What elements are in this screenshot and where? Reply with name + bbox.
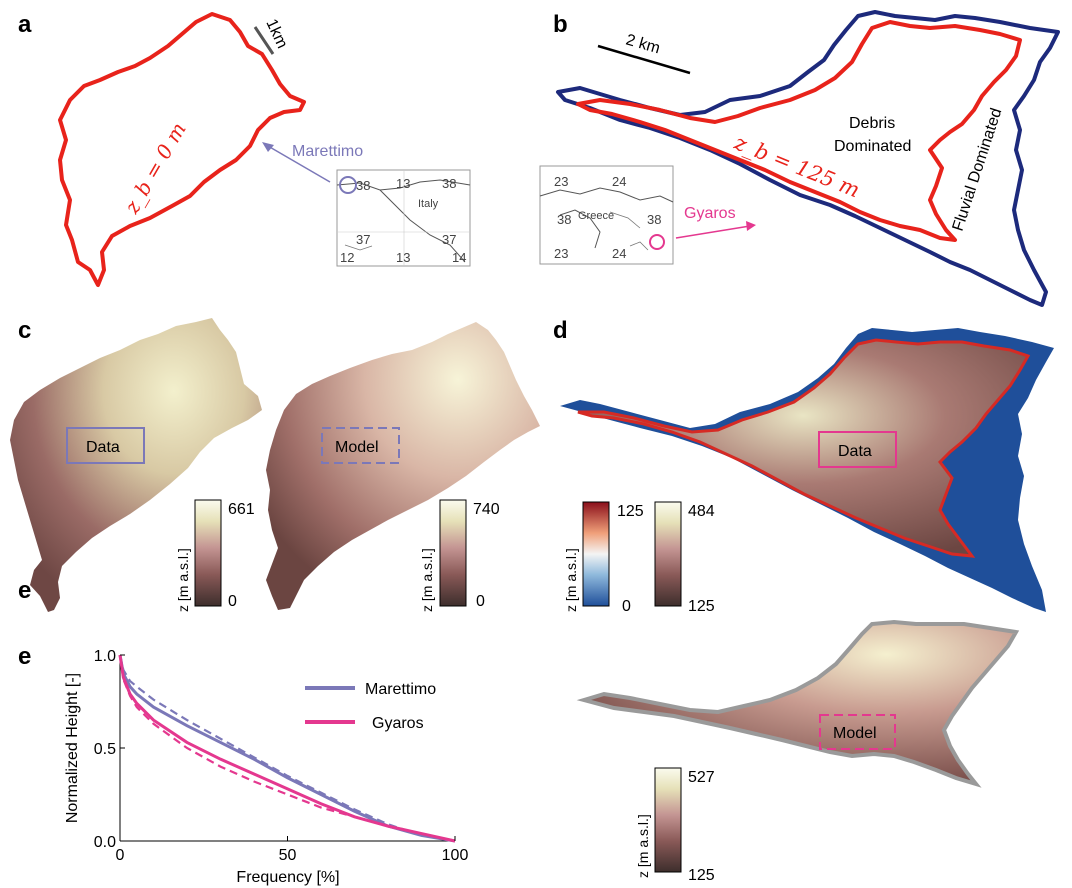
series-line-marettimo-model bbox=[118, 654, 456, 843]
panel-label-c: c bbox=[18, 317, 31, 344]
marettimo-dem-data bbox=[10, 318, 262, 612]
panel-label-e-dup: e bbox=[18, 577, 31, 604]
gyaros-dem-data bbox=[577, 338, 1031, 558]
panel-label-e: e bbox=[18, 643, 31, 670]
x-axis-label: Frequency [%] bbox=[236, 869, 339, 886]
inset-tick: 24 bbox=[612, 246, 626, 261]
panel-label-a: a bbox=[18, 11, 32, 38]
scale-bar-2km bbox=[597, 44, 691, 75]
data-box-c bbox=[66, 427, 145, 464]
y-tick-label: 0.5 bbox=[94, 741, 116, 758]
inset-tick: 38 bbox=[442, 176, 456, 191]
model-box-label-d: Model bbox=[833, 725, 877, 742]
arrow-marettimo bbox=[267, 145, 331, 183]
gyaros-inner-contour bbox=[576, 20, 1022, 242]
colorbar-c2-label: z [m a.s.l.] bbox=[419, 548, 435, 612]
model-box-label-c: Model bbox=[335, 439, 379, 456]
colorbar-c1-max: 661 bbox=[228, 501, 255, 518]
inset-map-greece: 23 24 38 Greece 38 23 24 bbox=[539, 165, 674, 265]
panel-a: 1km z_b = 0 m Marettimo 38 13 38 Italy 3… bbox=[58, 12, 471, 287]
colorbar-d-bluered-max: 125 bbox=[617, 503, 644, 520]
colorbar-d-bluered-label: z [m a.s.l.] bbox=[563, 548, 579, 612]
inset-tick: 13 bbox=[396, 250, 410, 265]
inset-country-greece: Greece bbox=[578, 210, 614, 222]
inset-tick: 37 bbox=[356, 232, 370, 247]
data-box-label-d: Data bbox=[838, 443, 872, 460]
inset-tick: 23 bbox=[554, 174, 568, 189]
colorbar-c1-min: 0 bbox=[228, 593, 237, 610]
colorbar-d-bluered bbox=[582, 501, 610, 607]
island-name-marettimo: Marettimo bbox=[292, 143, 363, 160]
colorbar-c2-max: 740 bbox=[473, 501, 500, 518]
inset-tick: 14 bbox=[452, 250, 466, 265]
colorbar-d-terrain-max: 484 bbox=[688, 503, 715, 520]
data-box-label-c: Data bbox=[86, 439, 120, 456]
panel-label-b: b bbox=[553, 11, 568, 38]
y-axis-label: Normalized Height [-] bbox=[64, 673, 81, 823]
arrow-head-marettimo bbox=[262, 142, 274, 152]
inset-tick: 38 bbox=[647, 212, 661, 227]
legend: Marettimo Gyaros bbox=[305, 681, 436, 732]
y-tick-label: 1.0 bbox=[94, 648, 116, 665]
x-tick-label: 0 bbox=[116, 847, 125, 864]
inset-tick: 37 bbox=[442, 232, 456, 247]
region-debris-line1: Debris bbox=[849, 115, 895, 132]
colorbar-d-model-min: 125 bbox=[688, 867, 715, 884]
gyaros-outer-contour bbox=[556, 10, 1060, 307]
colorbar-d-terrain bbox=[654, 501, 682, 607]
inset-tick: 24 bbox=[612, 174, 626, 189]
data-box-d bbox=[818, 431, 897, 468]
inset-marker-marettimo bbox=[339, 176, 357, 194]
panel-b: 2 km z_b = 125 m Debris Dominated Fluvia… bbox=[539, 10, 1060, 307]
scale-bar-1km bbox=[253, 26, 275, 55]
colorbar-c2 bbox=[439, 499, 467, 607]
colorbar-d-model-max: 527 bbox=[688, 769, 715, 786]
inset-map-italy: 38 13 38 Italy 37 37 12 13 14 bbox=[336, 169, 471, 267]
inset-tick: 12 bbox=[340, 250, 354, 265]
colorbar-c2-min: 0 bbox=[476, 593, 485, 610]
island-name-gyaros: Gyaros bbox=[684, 205, 736, 222]
colorbar-c1 bbox=[194, 499, 222, 607]
inset-country-italy: Italy bbox=[418, 198, 439, 210]
chart-e: 0 50 100 0.0 0.5 1.0 Frequency [%] Normalized… bbox=[64, 648, 468, 886]
marettimo-dem-model bbox=[266, 322, 540, 610]
colorbar-d-model bbox=[654, 767, 682, 873]
colorbar-d-terrain-min: 125 bbox=[688, 598, 715, 615]
model-box-d bbox=[819, 714, 896, 750]
marettimo-contour bbox=[58, 12, 306, 287]
panel-d: Data 125 0 z [m a.s.l.] 484 125 Model 52… bbox=[560, 328, 1054, 884]
arrow-head-gyaros bbox=[746, 221, 756, 231]
gyaros-dem-model bbox=[576, 619, 1020, 788]
arrow-gyaros bbox=[675, 225, 751, 239]
inset-tick: 38 bbox=[557, 212, 571, 227]
x-tick-label: 100 bbox=[442, 847, 469, 864]
panel-c: Data Model 661 0 z [m a.s.l.] 740 0 z [m… bbox=[10, 318, 540, 612]
series-line-gyaros-model bbox=[118, 654, 456, 843]
region-debris-line2: Dominated bbox=[834, 138, 911, 155]
colorbar-d-bluered-min: 0 bbox=[622, 598, 631, 615]
y-tick-label: 0.0 bbox=[94, 834, 116, 851]
inset-tick: 23 bbox=[554, 246, 568, 261]
legend-label-gyaros: Gyaros bbox=[372, 715, 424, 732]
panel-label-d: d bbox=[553, 317, 568, 344]
inset-tick: 13 bbox=[396, 176, 410, 191]
legend-label-marettimo: Marettimo bbox=[365, 681, 436, 698]
colorbar-c1-label: z [m a.s.l.] bbox=[175, 548, 191, 612]
colorbar-d-model-label: z [m a.s.l.] bbox=[635, 814, 651, 878]
inset-tick: 38 bbox=[356, 178, 370, 193]
inset-marker-gyaros bbox=[649, 234, 665, 250]
x-tick-label: 50 bbox=[279, 847, 297, 864]
scale-label-2km: 2 km bbox=[624, 32, 662, 58]
